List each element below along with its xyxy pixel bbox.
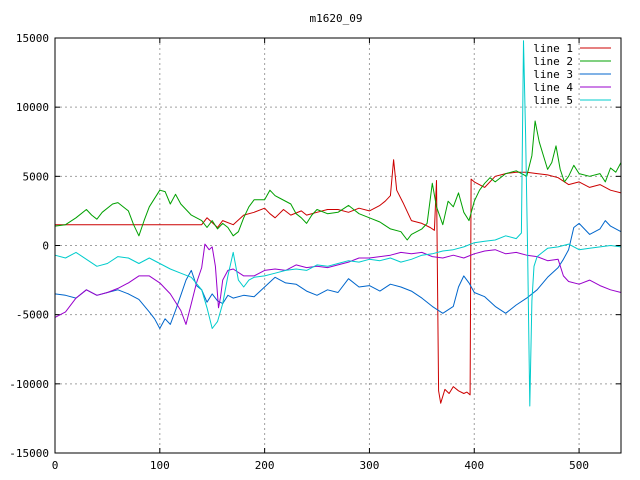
y-tick-label: -10000 <box>9 378 49 391</box>
series-line-4 <box>54 243 622 325</box>
series-line-2 <box>54 120 622 241</box>
chart-title: m1620_09 <box>310 12 363 25</box>
y-tick-label: -5000 <box>16 309 49 322</box>
legend-label: line 5 <box>533 94 573 107</box>
plot-frame <box>54 37 622 454</box>
y-tick-label: 15000 <box>16 32 49 45</box>
y-tick-label: -15000 <box>9 447 49 460</box>
axes: 0 100 200 300 400 500 -15000 -10000 -5000 0 5000 10… <box>9 32 621 472</box>
x-tick-label: 400 <box>464 459 484 472</box>
legend-label: line 2 <box>533 55 573 68</box>
x-tick-label: 100 <box>150 459 170 472</box>
y-tick-label: 0 <box>42 240 49 253</box>
x-tick-label: 0 <box>52 459 59 472</box>
x-tick-label: 500 <box>569 459 589 472</box>
series-line-3 <box>54 220 622 329</box>
y-tick-label: 10000 <box>16 101 49 114</box>
x-tick-label: 300 <box>360 459 380 472</box>
legend-label: line 3 <box>533 68 573 81</box>
legend-label: line 1 <box>533 42 573 55</box>
x-tick-label: 200 <box>255 459 275 472</box>
series-line-5 <box>54 40 622 407</box>
y-tick-label: 5000 <box>23 170 50 183</box>
legend-label: line 4 <box>533 81 573 94</box>
series-group <box>54 40 622 407</box>
